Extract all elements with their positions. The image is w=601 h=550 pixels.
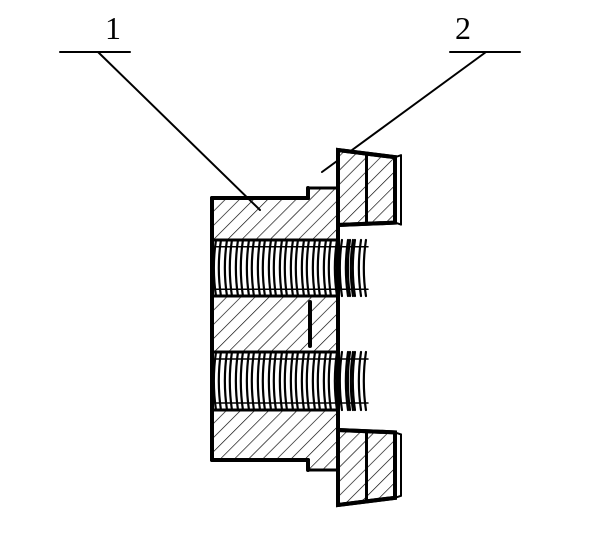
label-1: 1 bbox=[105, 10, 121, 47]
label-2: 2 bbox=[455, 10, 471, 47]
